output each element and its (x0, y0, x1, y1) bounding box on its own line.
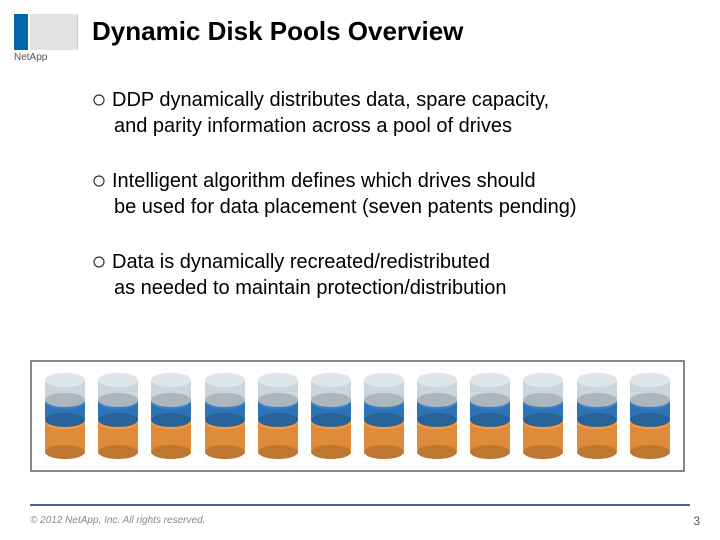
bullet-text: Data is dynamically recreated/redistribu… (112, 250, 490, 276)
disk-icon (470, 373, 510, 459)
bullet-text-cont: and parity information across a pool of … (114, 114, 652, 140)
slide: NetApp Dynamic Disk Pools Overview DDP d… (0, 0, 720, 540)
disk-top-ellipse (630, 373, 670, 387)
disk-top-ellipse (417, 373, 457, 387)
bullet-text: Intelligent algorithm defines which driv… (112, 169, 536, 195)
footer-rule (30, 504, 690, 506)
disk-icon (311, 373, 351, 459)
disk-icon (364, 373, 404, 459)
disk-top-ellipse (205, 373, 245, 387)
disk-top-ellipse (311, 373, 351, 387)
page-number: 3 (693, 514, 700, 528)
bullet-list: DDP dynamically distributes data, spare … (92, 88, 652, 332)
copyright-text: © 2012 NetApp, Inc. All rights reserved. (30, 515, 205, 526)
bullet-item: DDP dynamically distributes data, spare … (92, 88, 652, 139)
logo-wordmark: NetApp (14, 52, 78, 63)
disk-icon (258, 373, 298, 459)
disk-icon (151, 373, 191, 459)
disk-pool-diagram (30, 360, 685, 472)
bullet-item: Intelligent algorithm defines which driv… (92, 169, 652, 220)
disk-icon (417, 373, 457, 459)
bullet-text: DDP dynamically distributes data, spare … (112, 88, 549, 114)
disk-icon (630, 373, 670, 459)
bullet-marker-icon (92, 255, 106, 269)
disk-top-ellipse (258, 373, 298, 387)
bullet-marker-icon (92, 93, 106, 107)
netapp-logo: NetApp (14, 14, 78, 63)
bullet-item: Data is dynamically recreated/redistribu… (92, 250, 652, 301)
bullet-text-cont: be used for data placement (seven patent… (114, 195, 652, 221)
disk-icon (98, 373, 138, 459)
disk-top-ellipse (470, 373, 510, 387)
logo-gray-block (30, 14, 78, 50)
disk-icon (45, 373, 85, 459)
logo-mark (14, 14, 78, 50)
bullet-marker-icon (92, 174, 106, 188)
disk-top-ellipse (45, 373, 85, 387)
logo-blue-bar (14, 14, 28, 50)
disk-top-ellipse (364, 373, 404, 387)
disk-top-ellipse (98, 373, 138, 387)
disk-icon (205, 373, 245, 459)
disk-top-ellipse (577, 373, 617, 387)
bullet-text-cont: as needed to maintain protection/distrib… (114, 276, 652, 302)
page-title: Dynamic Disk Pools Overview (92, 16, 463, 47)
disk-icon (577, 373, 617, 459)
disk-icon (523, 373, 563, 459)
